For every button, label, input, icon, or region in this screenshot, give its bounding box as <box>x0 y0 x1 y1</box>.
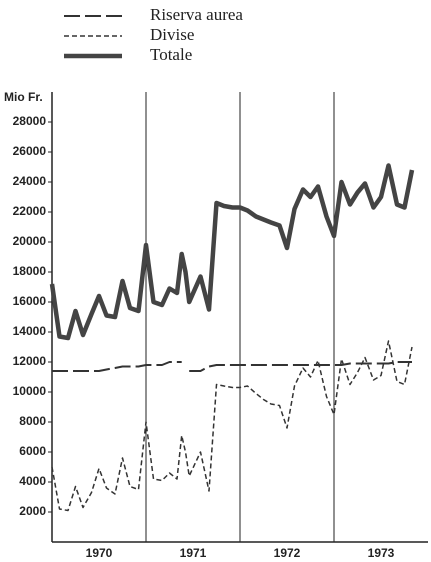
y-tick-label: 6000 <box>19 444 46 458</box>
legend-label: Totale <box>150 45 192 64</box>
y-tick-label: 28000 <box>13 114 47 128</box>
y-tick-label: 10000 <box>13 384 47 398</box>
y-tick-label: 12000 <box>13 354 47 368</box>
y-tick-label: 20000 <box>13 234 47 248</box>
y-tick-label: 18000 <box>13 264 47 278</box>
series-line <box>49 163 415 341</box>
legend-label: Riserva aurea <box>150 5 243 24</box>
x-tick-label: 1972 <box>274 546 301 560</box>
series-line <box>51 340 413 512</box>
x-tick-label: 1970 <box>86 546 113 560</box>
y-tick-label: 16000 <box>13 294 47 308</box>
x-tick-label: 1971 <box>180 546 207 560</box>
y-tick-label: 14000 <box>13 324 47 338</box>
y-tick-label: 26000 <box>13 144 47 158</box>
legend-label: Divise <box>150 25 194 44</box>
y-tick-label: 4000 <box>19 474 46 488</box>
series-line <box>52 361 412 372</box>
y-tick-label: 8000 <box>19 414 46 428</box>
y-tick-label: 22000 <box>13 204 47 218</box>
x-tick-label: 1973 <box>368 546 395 560</box>
y-tick-label: 24000 <box>13 174 47 188</box>
y-axis-label: Mio Fr. <box>4 90 43 104</box>
y-tick-label: 2000 <box>19 504 46 518</box>
